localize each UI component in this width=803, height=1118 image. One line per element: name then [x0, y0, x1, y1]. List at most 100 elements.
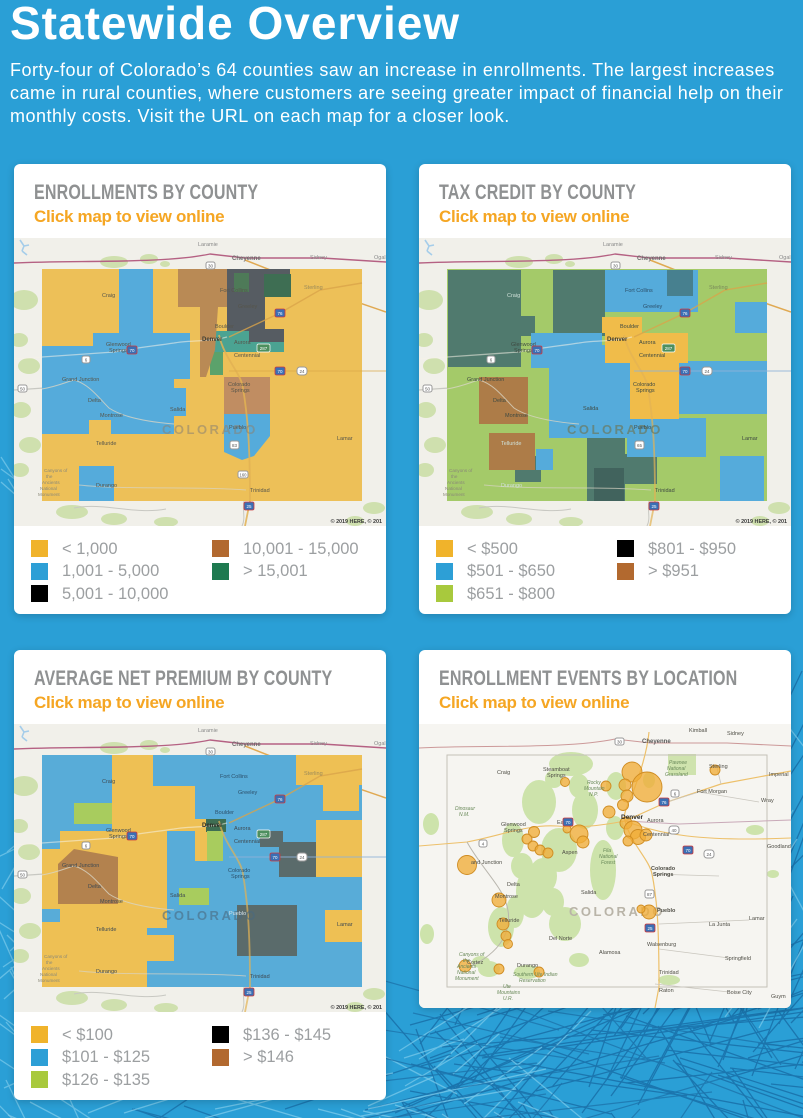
- svg-text:70: 70: [682, 369, 688, 374]
- svg-text:Salida: Salida: [170, 893, 186, 899]
- svg-text:87: 87: [647, 892, 653, 897]
- svg-text:COLORADO: COLORADO: [162, 422, 258, 437]
- svg-text:30: 30: [617, 740, 623, 745]
- svg-text:Monument: Monument: [455, 976, 479, 982]
- svg-text:Aurora: Aurora: [647, 818, 664, 824]
- svg-text:76: 76: [682, 311, 688, 316]
- svg-text:Centennial: Centennial: [643, 832, 669, 838]
- svg-text:25: 25: [246, 990, 252, 995]
- svg-text:Sidney: Sidney: [715, 255, 732, 261]
- svg-text:24: 24: [299, 855, 305, 860]
- svg-text:Sterling: Sterling: [304, 771, 323, 777]
- svg-text:Steamboat: Steamboat: [543, 767, 570, 773]
- svg-text:Springs: Springs: [636, 388, 655, 394]
- svg-text:6: 6: [674, 792, 677, 797]
- svg-text:30: 30: [613, 264, 619, 269]
- svg-text:Boise City: Boise City: [727, 990, 752, 996]
- svg-text:Laramie: Laramie: [603, 242, 623, 248]
- svg-text:Lamar: Lamar: [749, 916, 765, 922]
- svg-text:76: 76: [661, 800, 667, 805]
- svg-text:Monument: Monument: [38, 978, 60, 983]
- svg-text:Boulder: Boulder: [215, 324, 234, 330]
- svg-text:N.M.: N.M.: [459, 812, 470, 818]
- svg-text:Cheyenne: Cheyenne: [232, 256, 261, 262]
- svg-text:Salida: Salida: [583, 406, 599, 412]
- svg-text:287: 287: [260, 346, 268, 351]
- svg-text:Forest: Forest: [601, 860, 616, 866]
- svg-text:Sidney: Sidney: [310, 741, 327, 747]
- svg-text:National: National: [445, 486, 462, 491]
- svg-text:Sterling: Sterling: [304, 285, 323, 291]
- svg-text:Kimball: Kimball: [689, 728, 707, 734]
- svg-text:Springs: Springs: [109, 348, 128, 354]
- svg-text:the: the: [451, 474, 458, 479]
- svg-text:Aspen: Aspen: [562, 850, 578, 856]
- svg-text:24: 24: [704, 369, 710, 374]
- svg-text:Springs: Springs: [109, 834, 128, 840]
- svg-text:Raton: Raton: [659, 988, 674, 994]
- svg-text:Aurora: Aurora: [639, 340, 656, 346]
- svg-text:Trinidad: Trinidad: [659, 970, 679, 976]
- svg-text:Springs: Springs: [653, 872, 673, 878]
- svg-text:Montrose: Montrose: [100, 413, 123, 419]
- svg-text:6: 6: [85, 358, 88, 363]
- svg-text:COLORADO: COLORADO: [567, 422, 663, 437]
- svg-text:Telluride: Telluride: [501, 441, 521, 447]
- svg-text:Springfield: Springfield: [725, 956, 751, 962]
- svg-text:Springs: Springs: [231, 388, 250, 394]
- svg-text:Denver: Denver: [202, 823, 223, 829]
- svg-text:Pawnee: Pawnee: [669, 760, 687, 766]
- svg-text:25: 25: [246, 504, 252, 509]
- svg-text:Salida: Salida: [170, 407, 186, 413]
- svg-text:Delta: Delta: [88, 398, 102, 404]
- svg-text:Southern Ute Indian: Southern Ute Indian: [513, 972, 558, 978]
- svg-text:Denver: Denver: [607, 337, 628, 343]
- svg-text:Pueblo: Pueblo: [657, 908, 676, 914]
- svg-text:76: 76: [277, 311, 283, 316]
- svg-text:Lamar: Lamar: [742, 436, 758, 442]
- svg-text:24: 24: [706, 852, 712, 857]
- svg-text:Denver: Denver: [621, 814, 644, 821]
- svg-text:Monument: Monument: [38, 492, 60, 497]
- svg-text:© 2019 HERE, © 201: © 2019 HERE, © 201: [736, 518, 787, 525]
- svg-text:Durango: Durango: [501, 483, 522, 489]
- svg-text:70: 70: [565, 820, 571, 825]
- svg-text:COLORADO: COLORADO: [162, 908, 258, 923]
- svg-text:Laramie: Laramie: [198, 242, 218, 248]
- svg-text:Ancients: Ancients: [42, 480, 60, 485]
- svg-text:National: National: [599, 854, 618, 860]
- svg-text:Colorado: Colorado: [228, 868, 250, 874]
- svg-text:U.R.: U.R.: [503, 996, 513, 1002]
- svg-text:Mountain: Mountain: [584, 786, 605, 792]
- svg-text:Pueblo: Pueblo: [229, 425, 246, 431]
- svg-text:Colorado: Colorado: [228, 382, 250, 388]
- svg-text:4: 4: [482, 842, 485, 847]
- svg-text:Rocky: Rocky: [587, 780, 601, 786]
- svg-text:Walsenburg: Walsenburg: [647, 942, 676, 948]
- svg-text:30: 30: [208, 264, 214, 269]
- svg-text:Mountains: Mountains: [497, 990, 521, 996]
- svg-text:70: 70: [685, 848, 691, 853]
- svg-text:Boulder: Boulder: [215, 810, 234, 816]
- svg-text:the: the: [46, 960, 53, 965]
- svg-text:6: 6: [85, 844, 88, 849]
- svg-text:Montrose: Montrose: [505, 413, 528, 419]
- svg-text:Dinosaur: Dinosaur: [455, 806, 475, 812]
- svg-text:25: 25: [651, 504, 657, 509]
- svg-text:Craig: Craig: [102, 293, 115, 299]
- svg-text:Del Norte: Del Norte: [549, 936, 572, 942]
- svg-text:Imperial: Imperial: [769, 772, 789, 778]
- svg-text:Denver: Denver: [202, 337, 223, 343]
- svg-text:Centennial: Centennial: [234, 353, 260, 359]
- svg-text:Durango: Durango: [96, 969, 117, 975]
- svg-text:Alamosa: Alamosa: [599, 950, 621, 956]
- svg-text:Canyons of: Canyons of: [44, 954, 68, 959]
- svg-text:6: 6: [490, 358, 493, 363]
- svg-text:Springs: Springs: [231, 874, 250, 880]
- svg-text:70: 70: [277, 369, 283, 374]
- svg-text:Ancients: Ancients: [447, 480, 465, 485]
- svg-text:Durango: Durango: [96, 483, 117, 489]
- svg-text:Pueblo: Pueblo: [634, 425, 651, 431]
- svg-text:Colorado: Colorado: [651, 866, 676, 872]
- svg-text:160: 160: [240, 473, 248, 478]
